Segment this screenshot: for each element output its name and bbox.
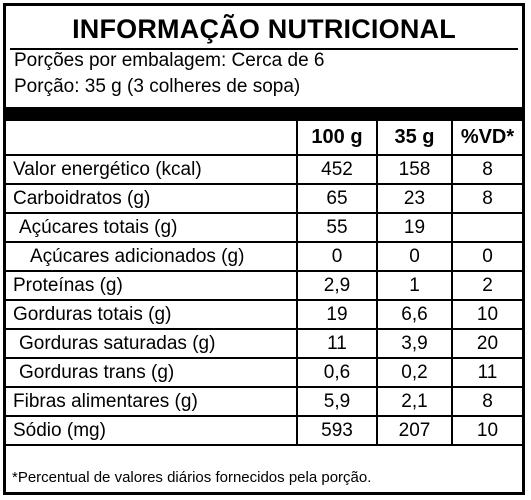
nutrition-table: 100 g 35 g %VD* Valor energético (kcal) 4… <box>6 121 522 446</box>
nutrient-name: Carboidratos (g) <box>6 183 298 214</box>
header-vd: %VD* <box>451 121 522 156</box>
table-row: Valor energético (kcal) 452 158 8 <box>6 154 522 185</box>
servings-per-package: Porções por embalagem: Cerca de 6 <box>14 50 325 71</box>
value-per-100g: 11 <box>296 328 378 359</box>
daily-value-percent: 8 <box>451 183 522 214</box>
daily-value-percent: 0 <box>451 241 522 272</box>
table-row: Fibras alimentares (g) 5,9 2,1 8 <box>6 386 522 417</box>
nutrition-facts-label: INFORMAÇÃO NUTRICIONAL Porções por embal… <box>3 3 525 495</box>
value-per-serving: 1 <box>376 270 453 301</box>
value-per-100g: 55 <box>296 212 378 243</box>
value-per-serving: 207 <box>376 415 453 446</box>
table-row: Sódio (mg) 593 207 10 <box>6 415 522 446</box>
daily-value-percent: 10 <box>451 299 522 330</box>
nutrient-name: Gorduras totais (g) <box>6 299 298 330</box>
daily-value-percent: 2 <box>451 270 522 301</box>
daily-value-percent: 8 <box>451 154 522 185</box>
table-row: Açúcares totais (g) 55 19 <box>6 212 522 243</box>
value-per-serving: 6,6 <box>376 299 453 330</box>
serving-size: Porção: 35 g (3 colheres de sopa) <box>14 76 301 97</box>
value-per-100g: 19 <box>296 299 378 330</box>
value-per-serving: 0 <box>376 241 453 272</box>
value-per-serving: 0,2 <box>376 357 453 388</box>
title-divider <box>10 48 518 50</box>
table-row: Gorduras trans (g) 0,6 0,2 11 <box>6 357 522 388</box>
nutrient-name: Gorduras trans (g) <box>6 357 298 388</box>
value-per-100g: 0,6 <box>296 357 378 388</box>
table-row: Açúcares adicionados (g) 0 0 0 <box>6 241 522 272</box>
value-per-100g: 452 <box>296 154 378 185</box>
daily-value-percent: 10 <box>451 415 522 446</box>
table-header-row: 100 g 35 g %VD* <box>6 121 522 156</box>
label-title: INFORMAÇÃO NUTRICIONAL <box>72 14 456 44</box>
footnote: *Percentual de valores diários fornecido… <box>12 469 372 486</box>
value-per-serving: 158 <box>376 154 453 185</box>
daily-value-percent <box>451 212 522 243</box>
table-row: Proteínas (g) 2,9 1 2 <box>6 270 522 301</box>
nutrient-name: Fibras alimentares (g) <box>6 386 298 417</box>
header-100g: 100 g <box>296 121 378 156</box>
nutrient-name: Açúcares adicionados (g) <box>6 241 298 272</box>
nutrient-name: Gorduras saturadas (g) <box>6 328 298 359</box>
value-per-100g: 593 <box>296 415 378 446</box>
table-row: Carboidratos (g) 65 23 8 <box>6 183 522 214</box>
value-per-100g: 0 <box>296 241 378 272</box>
nutrient-name: Valor energético (kcal) <box>6 154 298 185</box>
header-blank <box>6 121 298 156</box>
value-per-serving: 23 <box>376 183 453 214</box>
daily-value-percent: 20 <box>451 328 522 359</box>
value-per-serving: 19 <box>376 212 453 243</box>
table-row: Gorduras saturadas (g) 11 3,9 20 <box>6 328 522 359</box>
nutrient-name: Sódio (mg) <box>6 415 298 446</box>
value-per-serving: 3,9 <box>376 328 453 359</box>
nutrient-name: Proteínas (g) <box>6 270 298 301</box>
value-per-100g: 5,9 <box>296 386 378 417</box>
nutrient-name: Açúcares totais (g) <box>6 212 298 243</box>
thick-divider <box>6 107 522 121</box>
value-per-serving: 2,1 <box>376 386 453 417</box>
table-row: Gorduras totais (g) 19 6,6 10 <box>6 299 522 330</box>
daily-value-percent: 11 <box>451 357 522 388</box>
header-35g: 35 g <box>376 121 453 156</box>
value-per-100g: 2,9 <box>296 270 378 301</box>
daily-value-percent: 8 <box>451 386 522 417</box>
value-per-100g: 65 <box>296 183 378 214</box>
